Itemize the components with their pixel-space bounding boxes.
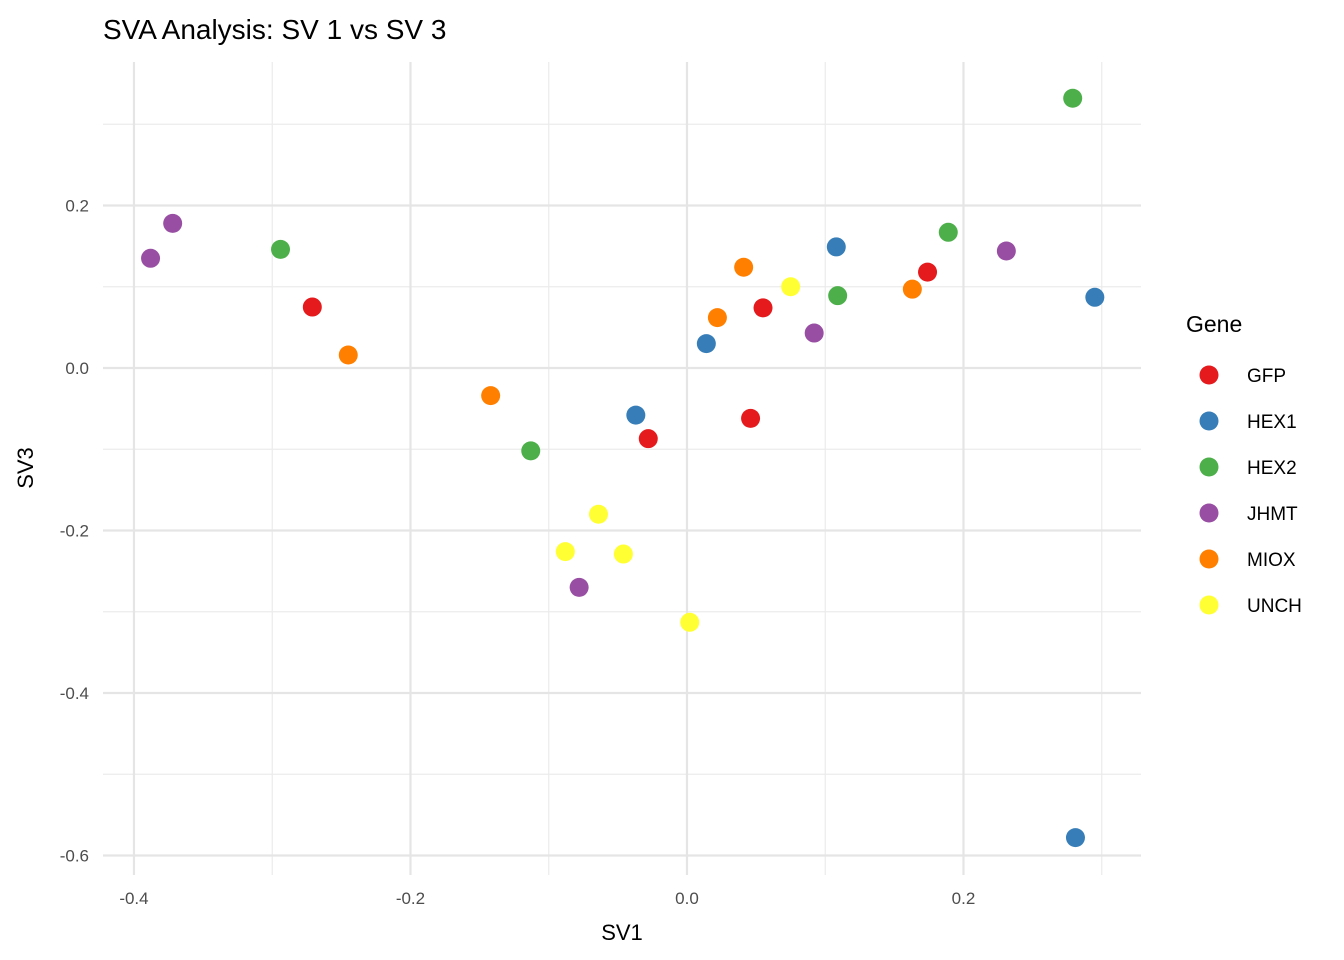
point-miox [481,386,501,406]
point-miox [734,257,754,277]
y-tick-label: -0.2 [60,521,89,540]
x-tick-label: -0.4 [119,889,148,908]
point-jhmt [804,323,824,343]
legend-label-jhmt: JHMT [1247,504,1298,525]
point-hex1 [696,334,716,354]
point-hex1 [1065,828,1085,848]
point-hex2 [938,222,958,242]
point-gfp [741,408,761,428]
legend: Gene GFP HEX1 HEX2 JHMT MIOX UNCH [1186,311,1302,617]
point-jhmt [996,241,1016,261]
y-tick-label: 0.2 [65,196,89,215]
legend-label-unch: UNCH [1247,596,1302,617]
points [141,88,1105,848]
legend-key-unch [1199,595,1219,615]
x-axis-label: SV1 [601,920,643,945]
legend-label-hex1: HEX1 [1247,412,1297,433]
grid [103,62,1141,875]
legend-label-miox: MIOX [1247,550,1296,571]
legend-key-hex1 [1199,411,1219,431]
point-hex1 [1085,287,1105,307]
point-jhmt [569,577,589,597]
chart-title: SVA Analysis: SV 1 vs SV 3 [103,14,446,45]
point-unch [588,504,608,524]
point-hex2 [271,239,291,259]
x-tick-label: 0.2 [952,889,976,908]
point-hex1 [626,405,646,425]
point-unch [613,544,633,564]
point-jhmt [141,248,161,268]
point-hex1 [826,237,846,257]
point-gfp [302,297,322,317]
point-jhmt [163,213,183,233]
y-tick-label: -0.4 [60,684,89,703]
x-tick-label: 0.0 [675,889,699,908]
legend-label-hex2: HEX2 [1247,458,1297,479]
legend-key-miox [1199,549,1219,569]
legend-key-gfp [1199,365,1219,385]
legend-key-jhmt [1199,503,1219,523]
point-miox [707,308,727,328]
point-gfp [753,298,773,318]
y-axis-label: SV3 [13,447,38,489]
legend-label-gfp: GFP [1247,366,1286,387]
legend-key-hex2 [1199,457,1219,477]
point-miox [338,345,358,365]
y-tick-label: -0.6 [60,846,89,865]
tick-labels: -0.4 -0.2 0.0 0.2 -0.6 -0.4 -0.2 0.0 0.2 [60,196,976,908]
point-hex2 [1063,88,1083,108]
point-gfp [638,429,658,449]
point-hex2 [828,286,848,306]
point-hex2 [521,441,541,461]
point-miox [902,279,922,299]
point-unch [555,542,575,562]
legend-title: Gene [1186,311,1242,337]
point-unch [781,277,801,297]
x-tick-label: -0.2 [396,889,425,908]
point-unch [680,612,700,632]
point-gfp [918,262,938,282]
y-tick-label: 0.0 [65,359,89,378]
